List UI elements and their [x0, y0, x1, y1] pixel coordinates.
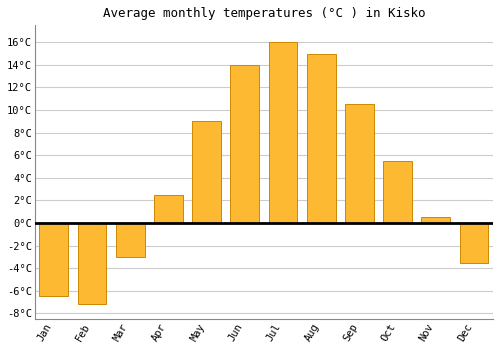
- Title: Average monthly temperatures (°C ) in Kisko: Average monthly temperatures (°C ) in Ki…: [102, 7, 425, 20]
- Bar: [116, 223, 144, 257]
- Bar: [460, 223, 488, 262]
- Bar: [230, 65, 259, 223]
- Bar: [40, 223, 68, 296]
- Bar: [307, 54, 336, 223]
- Bar: [383, 161, 412, 223]
- Bar: [154, 195, 182, 223]
- Bar: [268, 42, 298, 223]
- Bar: [192, 121, 221, 223]
- Bar: [422, 217, 450, 223]
- Bar: [345, 104, 374, 223]
- Bar: [78, 223, 106, 304]
